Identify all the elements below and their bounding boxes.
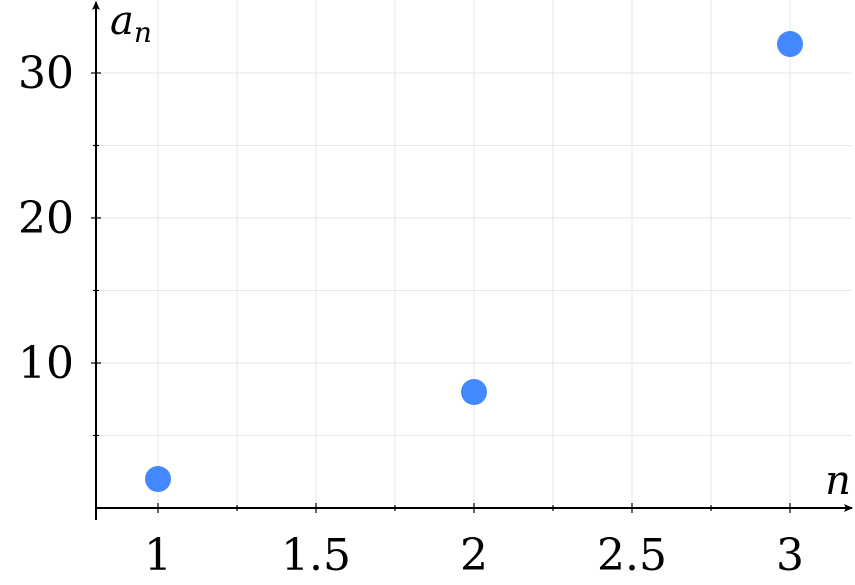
- data-point: [777, 31, 803, 57]
- x-tick-label: 3: [776, 530, 804, 581]
- x-tick-label: 1: [144, 530, 172, 581]
- axis-labels: n an: [110, 0, 851, 504]
- x-tick-label: 2: [460, 530, 488, 581]
- y-tick-label: 20: [18, 193, 74, 244]
- y-tick-label: 10: [18, 338, 74, 389]
- y-tick-label: 30: [18, 48, 74, 99]
- y-axis-label: an: [110, 0, 152, 49]
- x-tick-label: 2.5: [597, 530, 667, 581]
- y-axis-label-base: a: [110, 0, 134, 44]
- x-axis-label: n: [825, 458, 851, 504]
- y-axis-label-subscript: n: [134, 16, 152, 49]
- ticks: 1 1.5 2 2.5 3 10 20 30: [18, 48, 804, 581]
- data-point: [461, 379, 487, 405]
- data-point: [145, 466, 171, 492]
- grid: [96, 0, 852, 508]
- x-tick-label: 1.5: [281, 530, 351, 581]
- data-points: [145, 31, 803, 492]
